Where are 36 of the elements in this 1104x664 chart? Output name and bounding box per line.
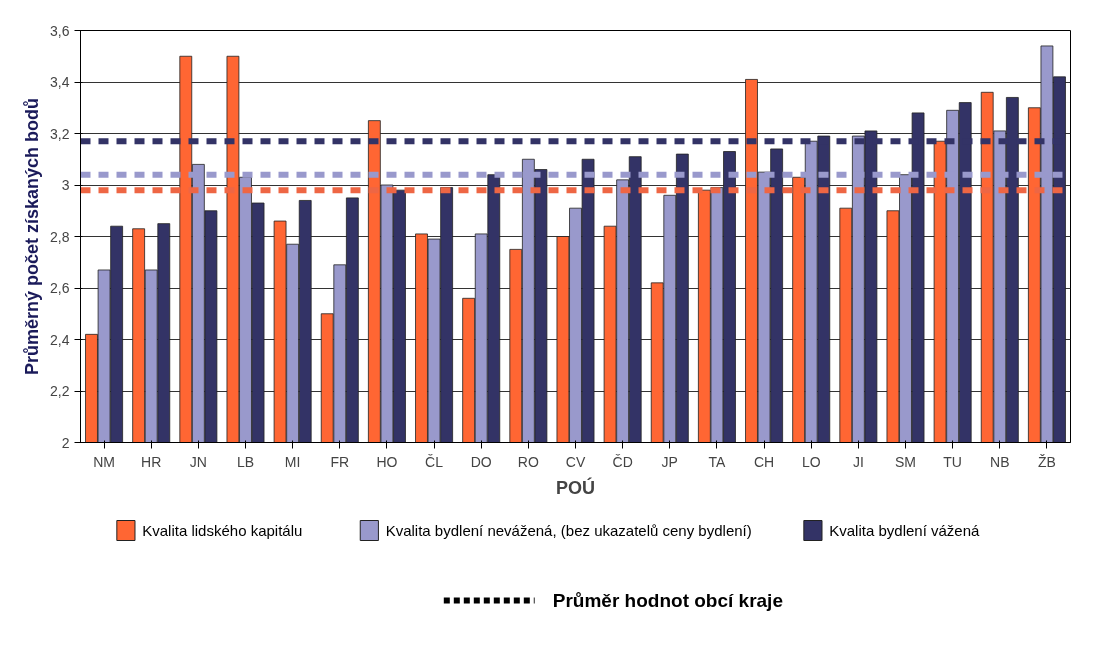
y-axis-title: Průměrný počet získaných bodů [22, 97, 43, 376]
x-tick-label: CH [753, 453, 775, 470]
legend-label: Kvalita lidského kapitálu [142, 522, 303, 539]
x-tick-label: JN [189, 453, 207, 470]
y-tick-label: 3 [61, 177, 70, 193]
x-tick-label: SM [895, 453, 916, 470]
x-tick-label: HR [141, 453, 162, 470]
x-tick-label: LB [236, 453, 255, 470]
legend-label: Kvalita bydlení nevážená, (bez ukazatelů ceny bydlení) [385, 522, 752, 539]
x-tick-label: ŽB [1037, 453, 1056, 470]
x-tick-label: MI [284, 453, 301, 470]
x-tick-label: DO [470, 453, 492, 470]
y-tick-label: 3,2 [50, 125, 70, 142]
x-tick-label: RO [517, 453, 539, 470]
text: Průměr hodnot obcí kraje [552, 590, 783, 611]
x-tick-label: TU [943, 453, 962, 470]
x-tick-label: LO [801, 453, 821, 470]
x-tick-label: NB [990, 453, 1010, 470]
y-tick-label: 2,4 [50, 331, 70, 348]
x-tick-label: ČD [612, 453, 633, 470]
x-axis-title: POÚ [556, 476, 596, 498]
x-tick-label: ČL [425, 453, 444, 470]
x-tick-label: JP [661, 453, 678, 470]
x-tick-label: NM [93, 453, 115, 470]
x-tick-label: FR [330, 453, 350, 470]
x-tick-label: TA [708, 453, 727, 470]
legend-label: Kvalita bydlení vážená [829, 522, 981, 539]
y-tick-label: 3,6 [50, 22, 70, 39]
x-tick-label: HO [376, 453, 398, 470]
x-tick-label: CV [565, 453, 586, 470]
y-tick-label: 2,8 [50, 228, 70, 245]
y-tick-label: 2,6 [50, 280, 70, 296]
x-tick-label: JI [852, 453, 864, 470]
y-tick-label: 3,4 [50, 74, 70, 90]
y-tick-label: 2,2 [50, 383, 70, 399]
y-tick-label: 2 [61, 434, 70, 451]
